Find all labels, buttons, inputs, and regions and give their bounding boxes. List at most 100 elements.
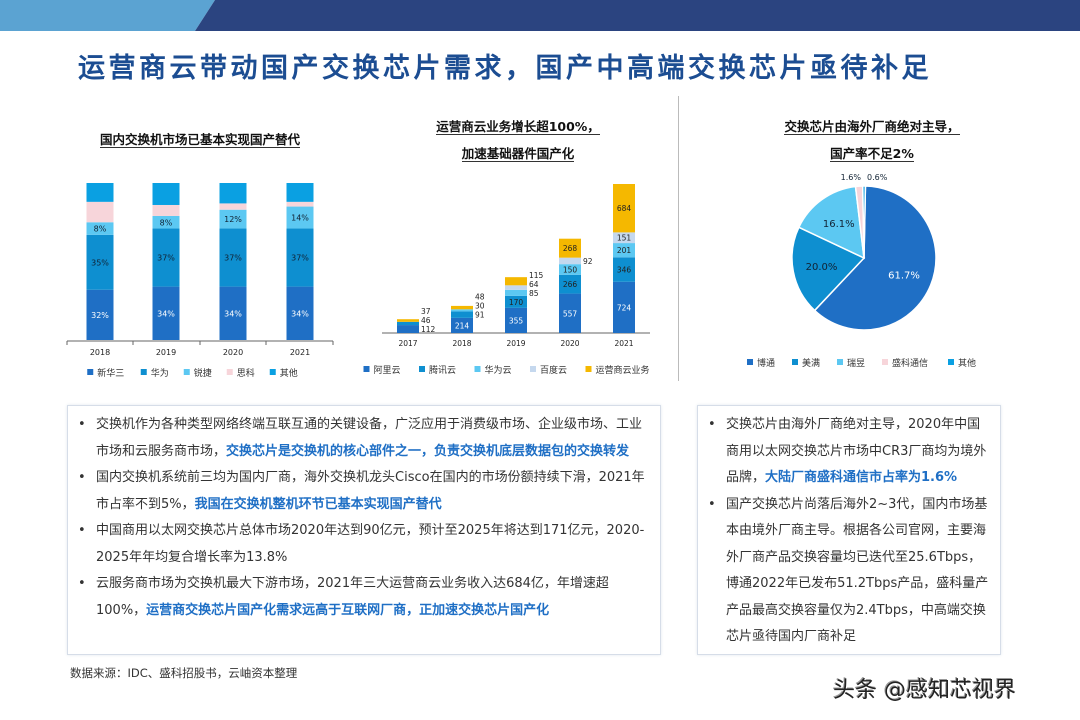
legend-swatch [530, 366, 536, 372]
bar-segment [152, 183, 180, 205]
bar-segment [86, 201, 114, 223]
x-tick-label: 2018 [90, 348, 110, 357]
legend-label: 运营商云业务 [596, 364, 650, 376]
bullet-text: 交换机作为各种类型网络终端互联互通的关键设备，广泛应用于消费级市场、企业级市场、… [96, 417, 643, 459]
pie-slice [797, 185, 865, 260]
legend-label: 百度云 [540, 364, 567, 376]
legend-label: 阿里云 [374, 365, 401, 376]
data-label: 214 [455, 321, 470, 330]
data-label: 8% [160, 218, 173, 227]
left-bullet-list: 交换机作为各种类型网络终端互联互通的关键设备，广泛应用于消费级市场、企业级市场、… [76, 412, 650, 624]
pie-label: 61.7% [888, 270, 920, 281]
data-label: 724 [617, 303, 632, 312]
legend-swatch [183, 369, 190, 375]
chart2-title: 运营商云业务增长超100%， 加速基础器件国产化 [378, 113, 658, 167]
pie-label: 1.6% [841, 173, 862, 182]
bar-segment [559, 264, 581, 275]
bullet-text: 云服务商市场为交换机最大下游市场，2021年三大运营商云业务收入达684亿，年增… [96, 576, 609, 618]
legend-label: 锐捷 [194, 367, 212, 379]
header-accent-light [0, 0, 215, 31]
bar-segment [219, 183, 247, 204]
pie-label: 20.0% [806, 262, 838, 273]
bar-segment [451, 309, 473, 312]
pie-slice [861, 185, 867, 259]
bar-segment [152, 286, 180, 340]
legend-swatch [585, 366, 592, 372]
bar-segment [219, 228, 247, 287]
data-label: 48 [475, 293, 485, 302]
bar-segment [613, 184, 635, 233]
header-banner [0, 0, 1080, 31]
x-tick-label: 2021 [614, 339, 633, 348]
bullet-text: 国内交换机系统前三均为国内厂商，海外交换机龙头Cisco在国内的市场份额持续下滑… [96, 470, 645, 512]
data-label: 12% [224, 215, 242, 224]
legend-label: 其他 [280, 367, 298, 379]
data-label: 355 [509, 316, 524, 325]
data-label: 34% [157, 309, 175, 318]
bullet-item: 中国商用以太网交换芯片总体市场2020年达到90亿元，预计至2025年将达到17… [76, 518, 650, 571]
bar-segment [286, 201, 314, 207]
bullet-item: 交换芯片由海外厂商绝对主导，2020年中国商用以太网交换芯片市场中CR3厂商均为… [706, 412, 990, 492]
legend-swatch [837, 359, 843, 365]
bar-segment [451, 305, 473, 310]
legend-swatch [882, 359, 888, 365]
bar-segment [613, 232, 635, 244]
bar-segment [86, 222, 114, 235]
bar-segment [451, 311, 473, 318]
highlight-text: 大陆厂商盛科通信市占率为1.6% [765, 470, 958, 485]
bar-segment [559, 293, 581, 333]
header-accent-dark [195, 0, 1080, 31]
right-text-box: 交换芯片由海外厂商绝对主导，2020年中国商用以太网交换芯片市场中CR3厂商均为… [697, 405, 1001, 655]
legend-swatch [792, 359, 798, 365]
data-label: 170 [509, 298, 524, 307]
bar-segment [505, 307, 527, 333]
bar-segment [219, 203, 247, 210]
bar-segment [219, 286, 247, 340]
data-label: 8% [94, 225, 107, 234]
legend-swatch [948, 359, 954, 365]
data-label: 37% [157, 254, 175, 263]
legend-swatch [419, 366, 425, 372]
chart1-title: 国内交换机市场已基本实现国产替代 [60, 126, 340, 153]
legend-swatch [269, 369, 276, 375]
divider [678, 96, 679, 381]
bar-segment [152, 215, 180, 229]
data-label: 37% [291, 254, 309, 263]
data-label: 557 [563, 309, 578, 318]
bar-segment [559, 238, 581, 258]
bar-segment [397, 321, 419, 326]
bar-segment [613, 281, 635, 333]
data-label: 32% [91, 311, 109, 320]
legend-label: 博通 [757, 357, 775, 369]
data-label: 30 [475, 302, 485, 311]
data-label: 115 [529, 271, 544, 280]
data-label: 64 [529, 280, 539, 289]
legend-label: 思科 [237, 367, 255, 379]
legend-swatch [87, 369, 94, 375]
data-label: 684 [617, 204, 632, 213]
highlight-text: 交换芯片是交换机的核心部件之一，负责交换机底层数据包的交换转发 [226, 443, 630, 459]
data-label: 112 [421, 325, 436, 334]
bar-segment [86, 289, 114, 340]
data-label: 346 [617, 266, 632, 275]
bar-segment [286, 228, 314, 287]
data-label: 34% [224, 309, 242, 318]
pie-slice [791, 226, 866, 312]
charts-canvas: 32% 35% 8% 2018 34% 37% 8% 2019 34% 37% 12% 2020 34%… [66, 173, 976, 379]
pie-slice [813, 185, 937, 331]
data-label: 150 [563, 265, 578, 274]
chart1-title-text: 国内交换机市场已基本实现国产替代 [99, 132, 300, 148]
x-tick-label: 2020 [560, 339, 579, 348]
data-label: 91 [475, 311, 485, 320]
legend-label: 新华三 [97, 367, 124, 379]
bar-segment [559, 274, 581, 294]
bar-segment [613, 257, 635, 282]
data-label: 37 [421, 307, 431, 316]
source-note: 数据来源：IDC、盛科招股书，云岫资本整理 [70, 666, 298, 680]
bullet-item: 云服务商市场为交换机最大下游市场，2021年三大运营商云业务收入达684亿，年增… [76, 571, 650, 624]
bar-segment [219, 209, 247, 229]
left-text-box: 交换机作为各种类型网络终端互联互通的关键设备，广泛应用于消费级市场、企业级市场、… [67, 405, 661, 655]
bar-segment [286, 183, 314, 202]
x-tick-label: 2017 [398, 339, 417, 348]
data-label: 35% [91, 258, 109, 267]
